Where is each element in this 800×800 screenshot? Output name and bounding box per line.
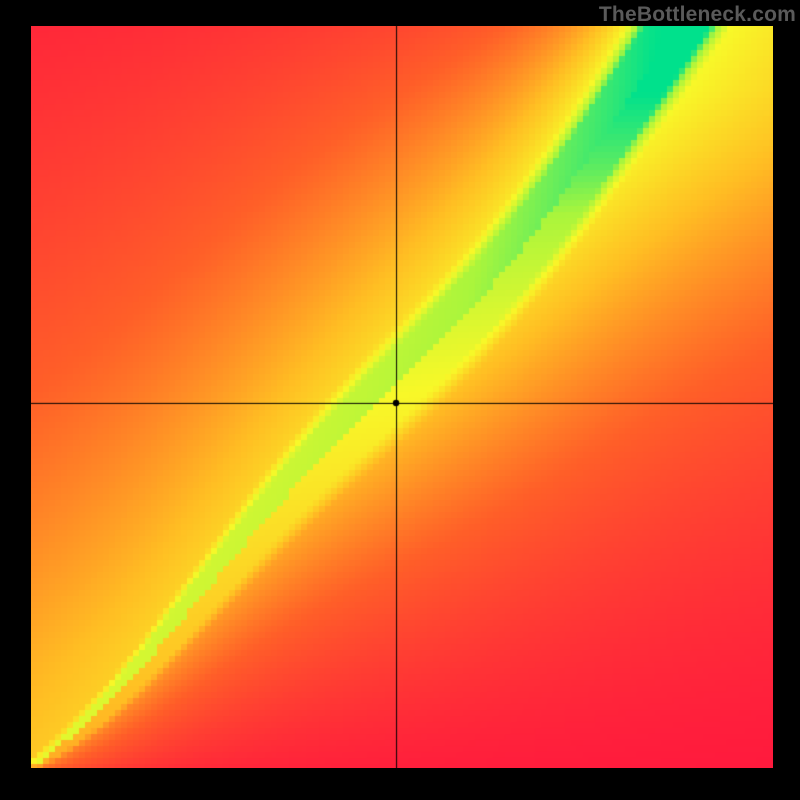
watermark-text: TheBottleneck.com — [599, 3, 796, 27]
bottleneck-heatmap — [31, 26, 773, 768]
